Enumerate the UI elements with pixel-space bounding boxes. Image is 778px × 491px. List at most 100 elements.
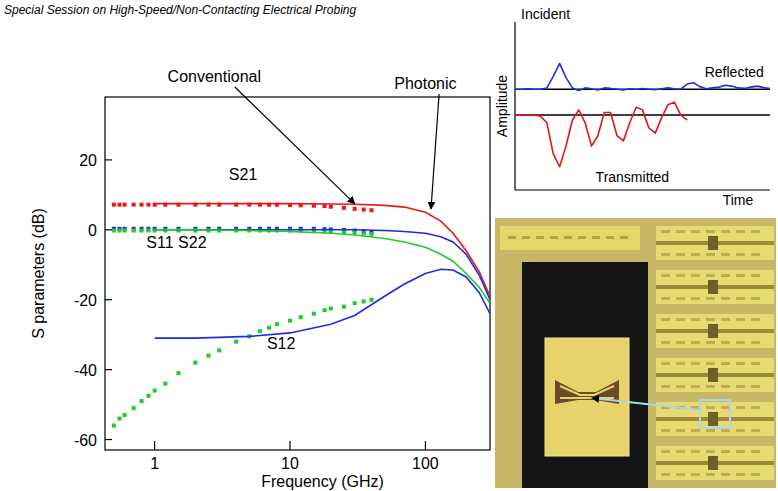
photo-pad-detail [706,385,715,388]
photo-pad-detail [691,429,700,432]
photo-pad-detail [706,406,715,409]
data-point [258,329,262,333]
photo-pad-detail [661,230,670,233]
y-axis-title: Amplitude [494,75,510,137]
data-point [153,389,157,393]
photo-pad-detail [721,230,730,233]
photo-pad-detail [721,450,730,453]
photo-gap [708,280,718,294]
photo-dark-region [522,262,648,488]
photo-pad-detail [620,236,628,239]
photo-pad-detail [691,341,700,344]
photo-pad-detail [721,406,730,409]
x-tick-label: 10 [281,455,299,472]
photo-pad-detail [736,274,745,277]
photo-gap [708,324,718,338]
figure: Special Session on High-Speed/Non-Contac… [0,0,778,491]
photo-pad-detail [736,253,745,256]
photo-pad-detail [736,362,745,365]
photo-pad-detail [676,362,685,365]
photo-gap [708,412,718,426]
y-tick [105,159,112,160]
data-point [353,231,357,235]
y-tick-label: 20 [79,152,97,169]
photo-pad-detail [751,473,760,476]
photo-pad-detail [661,274,670,277]
photo-pad-detail [550,236,558,239]
data-point [117,203,121,207]
photo-pad-detail [751,253,760,256]
photo-pad-detail [661,341,670,344]
data-point [234,340,238,344]
photo-pad-detail [751,406,760,409]
data-point [353,207,357,211]
annotation: Conventional [168,68,261,85]
data-point [323,308,327,312]
annotation: S11 S22 [146,234,206,251]
waveform-line [515,63,770,90]
photo-pad-detail [522,236,530,239]
photo-pad-detail [751,450,760,453]
data-point [123,413,127,417]
photo-pad-detail [751,362,760,365]
data-point [299,315,303,319]
photo-pad-detail [661,385,670,388]
photo-pad-detail [676,297,685,300]
photo-pad-detail [721,318,730,321]
photo-pad-detail [661,362,670,365]
photo-pad [656,358,774,392]
data-point [112,229,116,233]
photo-pad [500,226,640,250]
data-point [329,205,333,209]
photo-pad-detail [691,253,700,256]
photo-pad-detail [691,385,700,388]
photo-pad-detail [751,385,760,388]
photo-pad-detail [736,318,745,321]
y-tick-label: -20 [74,292,97,309]
data-point [193,361,197,365]
photo-pad-detail [751,318,760,321]
data-point [288,319,292,323]
photo-pad-detail [736,473,745,476]
photo-pad-detail [706,429,715,432]
data-point [353,301,357,305]
photo-pad-detail [661,318,670,321]
data-point [217,348,221,352]
x-axis-title: Frequency (GHz) [261,473,384,490]
photo-pad-detail [676,473,685,476]
annotation: Incident [521,6,570,22]
micrograph [495,218,776,488]
data-point [342,206,346,210]
photo-pad-detail [736,230,745,233]
x-tick [154,441,155,450]
photo-pad-detail [661,253,670,256]
x-tick-label: 1 [150,455,159,472]
photo-pad-detail [751,341,760,344]
data-point [370,208,374,212]
photo-pad-detail [691,450,700,453]
data-point [112,203,116,207]
annotation: Reflected [705,64,764,80]
data-point [329,306,333,310]
y-tick [105,299,112,300]
data-point [140,203,144,207]
y-tick [105,439,112,440]
photo-pad-detail [661,297,670,300]
data-point [123,203,127,207]
photo-zoom [545,338,629,456]
data-point [140,229,144,233]
photo-pad-detail [751,274,760,277]
data-point [132,203,136,207]
photo-pad-detail [691,362,700,365]
photo-pad [656,446,774,480]
data-point [362,299,366,303]
photo-pointer [592,398,700,410]
photo-pad-detail [661,429,670,432]
photo-pad-detail [736,297,745,300]
photo-pad-detail [706,450,715,453]
photo-pad-detail [691,274,700,277]
baseline [515,114,770,115]
photo-pad-detail [736,341,745,344]
data-point [132,406,136,410]
photo-pad-detail [751,429,760,432]
